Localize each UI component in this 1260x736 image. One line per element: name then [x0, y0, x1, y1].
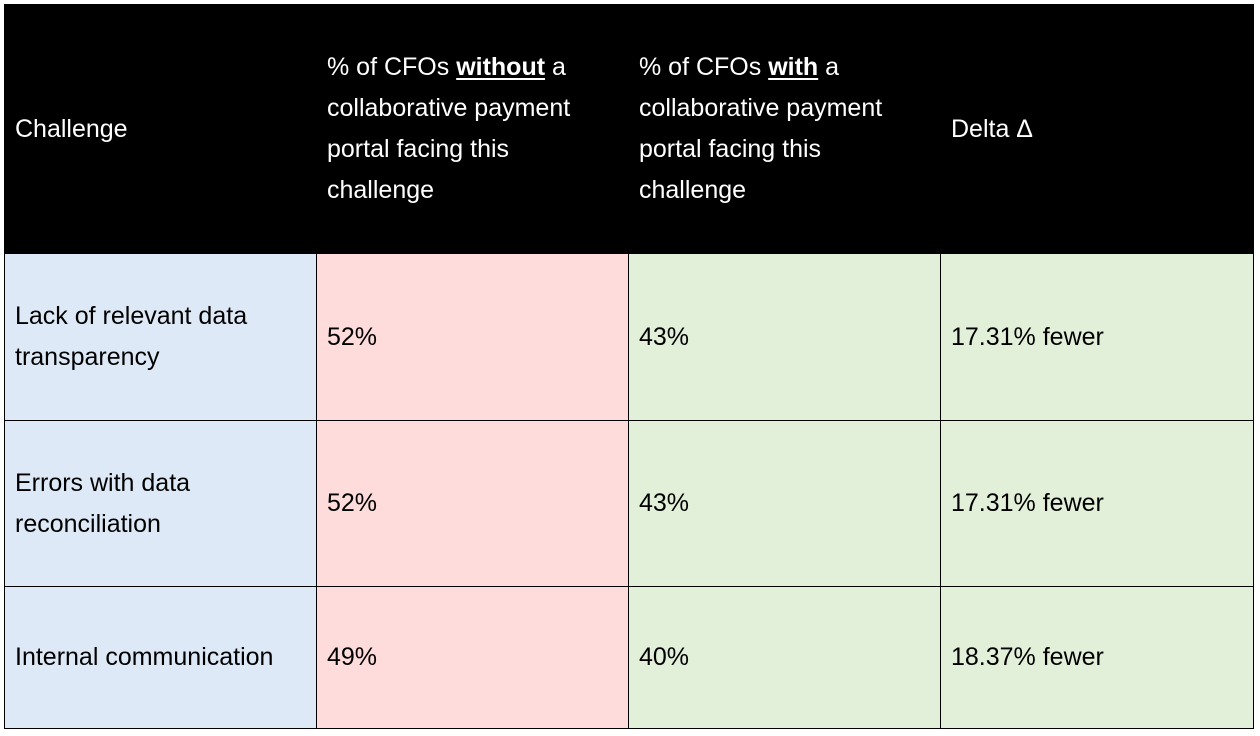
table-row: Internal communication 49% 40% 18.37% fe… — [4, 586, 1254, 729]
header-with-suffix: a collaborative payment portal facing th… — [639, 53, 883, 204]
comparison-table-container: Challenge % of CFOs without a collaborat… — [4, 4, 1254, 729]
cell-without: 52% — [316, 420, 629, 587]
cell-delta: 18.37% fewer — [940, 586, 1254, 729]
cell-without: 49% — [316, 586, 629, 729]
table-row: Errors with data reconciliation 52% 43% … — [4, 420, 1254, 587]
cfo-challenges-table: Challenge % of CFOs without a collaborat… — [4, 4, 1254, 729]
header-with-emphasis: with — [768, 53, 819, 81]
header-row: Challenge % of CFOs without a collaborat… — [4, 4, 1254, 254]
cell-with: 43% — [628, 420, 941, 587]
table-row: Lack of relevant data transparency 52% 4… — [4, 253, 1254, 421]
cell-challenge: Lack of relevant data transparency — [4, 253, 317, 421]
cell-without: 52% — [316, 253, 629, 421]
header-delta: Delta Δ — [940, 4, 1254, 254]
cell-challenge: Internal communication — [4, 586, 317, 729]
header-with: % of CFOs with a collaborative payment p… — [628, 4, 941, 254]
cell-with: 43% — [628, 253, 941, 421]
header-delta-label: Delta Δ — [951, 114, 1034, 143]
cell-challenge: Errors with data reconciliation — [4, 420, 317, 587]
header-without-suffix: a collaborative payment portal facing th… — [327, 53, 571, 204]
header-without-emphasis: without — [456, 53, 546, 81]
cell-with: 40% — [628, 586, 941, 729]
header-challenge: Challenge — [4, 4, 317, 254]
header-challenge-label: Challenge — [15, 114, 128, 143]
header-with-prefix: % of CFOs — [639, 53, 769, 81]
header-without-prefix: % of CFOs — [327, 53, 457, 81]
cell-delta: 17.31% fewer — [940, 420, 1254, 587]
cell-delta: 17.31% fewer — [940, 253, 1254, 421]
header-without: % of CFOs without a collaborative paymen… — [316, 4, 629, 254]
